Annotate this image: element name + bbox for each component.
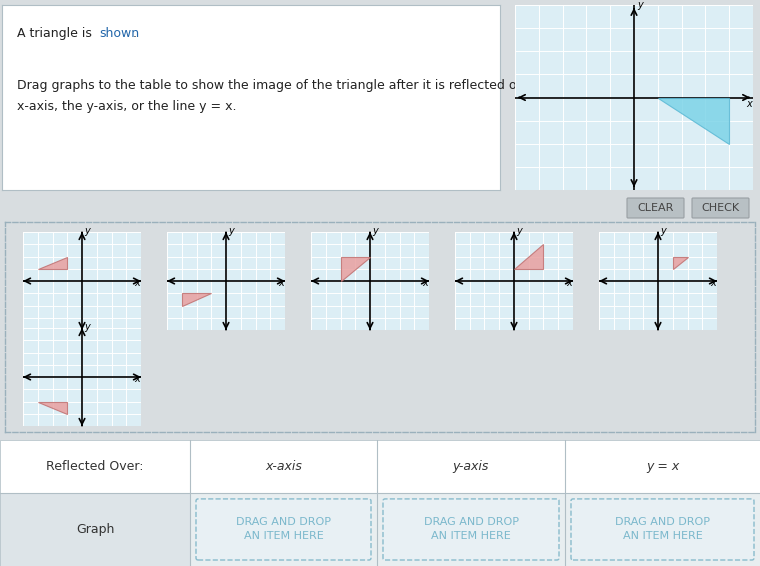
Bar	[0, 493, 190, 566]
FancyBboxPatch shape	[692, 198, 749, 218]
Text: x: x	[135, 278, 141, 288]
Text: x-axis: x-axis	[265, 460, 302, 473]
Text: y: y	[228, 226, 234, 236]
Text: CLEAR: CLEAR	[638, 203, 673, 213]
Text: Graph: Graph	[76, 523, 114, 536]
Text: y: y	[84, 226, 90, 236]
Polygon shape	[673, 256, 688, 269]
Text: x: x	[711, 278, 716, 288]
Bar	[190, 440, 377, 493]
Polygon shape	[182, 293, 211, 306]
Text: x: x	[423, 278, 429, 288]
Polygon shape	[658, 97, 729, 144]
FancyBboxPatch shape	[383, 499, 559, 560]
Bar	[377, 493, 565, 566]
Text: shown: shown	[99, 27, 139, 40]
Text: y-axis: y-axis	[453, 460, 489, 473]
Bar	[377, 440, 565, 493]
Polygon shape	[340, 256, 370, 281]
Text: x: x	[746, 98, 752, 109]
Text: .: .	[133, 27, 137, 40]
FancyBboxPatch shape	[571, 499, 754, 560]
Text: y: y	[660, 226, 666, 236]
Text: CHECK: CHECK	[701, 203, 739, 213]
Text: y: y	[516, 226, 522, 236]
Polygon shape	[38, 256, 67, 269]
Bar	[0, 440, 190, 493]
Text: x: x	[278, 278, 284, 288]
Text: y: y	[372, 226, 378, 236]
Text: x: x	[135, 374, 141, 384]
Text: x: x	[566, 278, 572, 288]
Text: DRAG AND DROP
AN ITEM HERE: DRAG AND DROP AN ITEM HERE	[423, 517, 518, 542]
Bar	[190, 493, 377, 566]
Text: y = x: y = x	[646, 460, 679, 473]
Text: DRAG AND DROP
AN ITEM HERE: DRAG AND DROP AN ITEM HERE	[615, 517, 710, 542]
Text: y: y	[84, 322, 90, 332]
Text: DRAG AND DROP
AN ITEM HERE: DRAG AND DROP AN ITEM HERE	[236, 517, 331, 542]
Polygon shape	[38, 401, 67, 414]
Text: Drag graphs to the table to show the image of the triangle after it is reflected: Drag graphs to the table to show the ima…	[17, 79, 561, 113]
Polygon shape	[514, 245, 543, 269]
Text: A triangle is: A triangle is	[17, 27, 96, 40]
Bar	[565, 493, 760, 566]
Bar	[565, 440, 760, 493]
Text: y: y	[638, 1, 643, 10]
Text: Reflected Over:: Reflected Over:	[46, 460, 144, 473]
FancyBboxPatch shape	[627, 198, 684, 218]
FancyBboxPatch shape	[196, 499, 371, 560]
